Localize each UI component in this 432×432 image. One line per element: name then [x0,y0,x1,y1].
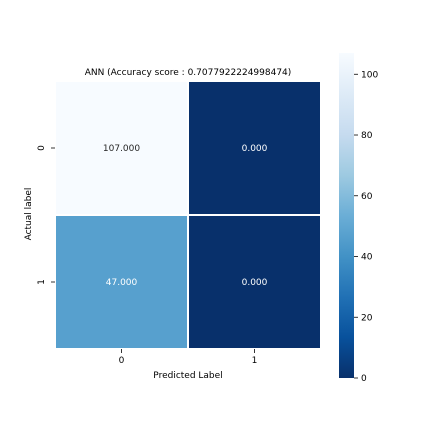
y-tick-label-0: 0 [37,145,47,151]
colorbar-tick-label-5: 100 [361,70,378,80]
y-tick-label-1: 1 [37,279,47,285]
colorbar-tick-label-0: 0 [361,374,367,384]
heatmap-cell-1-1 [187,214,322,350]
colorbar [339,53,354,378]
cell-value-label-1-0: 47.000 [106,278,138,288]
cell-value-label-0-1: 0.000 [242,144,268,154]
colorbar-tick-label-1: 20 [361,313,373,323]
heatmap-cell-1-0 [54,214,189,350]
colorbar-ticks: 0 20 40 60 80 100 [354,70,378,384]
x-axis-label: Predicted Label [153,371,222,381]
heatmap-cells [54,80,322,350]
colorbar-tick-label-3: 60 [361,192,373,202]
x-tick-label-1: 1 [252,356,258,366]
y-axis-label: Actual label [24,188,34,241]
colorbar-tick-label-2: 40 [361,253,373,263]
cell-value-label-1-1: 0.000 [242,278,268,288]
cell-labels: 107.000 0.000 47.000 0.000 [103,144,268,288]
y-axis: 01 [37,145,55,285]
chart-title: ANN (Accuracy score : 0.7077922224998474… [85,68,292,78]
heatmap-cell-0-1 [187,80,322,216]
cell-value-label-0-0: 107.000 [103,144,140,154]
x-tick-label-0: 0 [119,356,125,366]
colorbar-tick-label-4: 80 [361,131,373,141]
heatmap-cell-0-0 [54,80,189,216]
